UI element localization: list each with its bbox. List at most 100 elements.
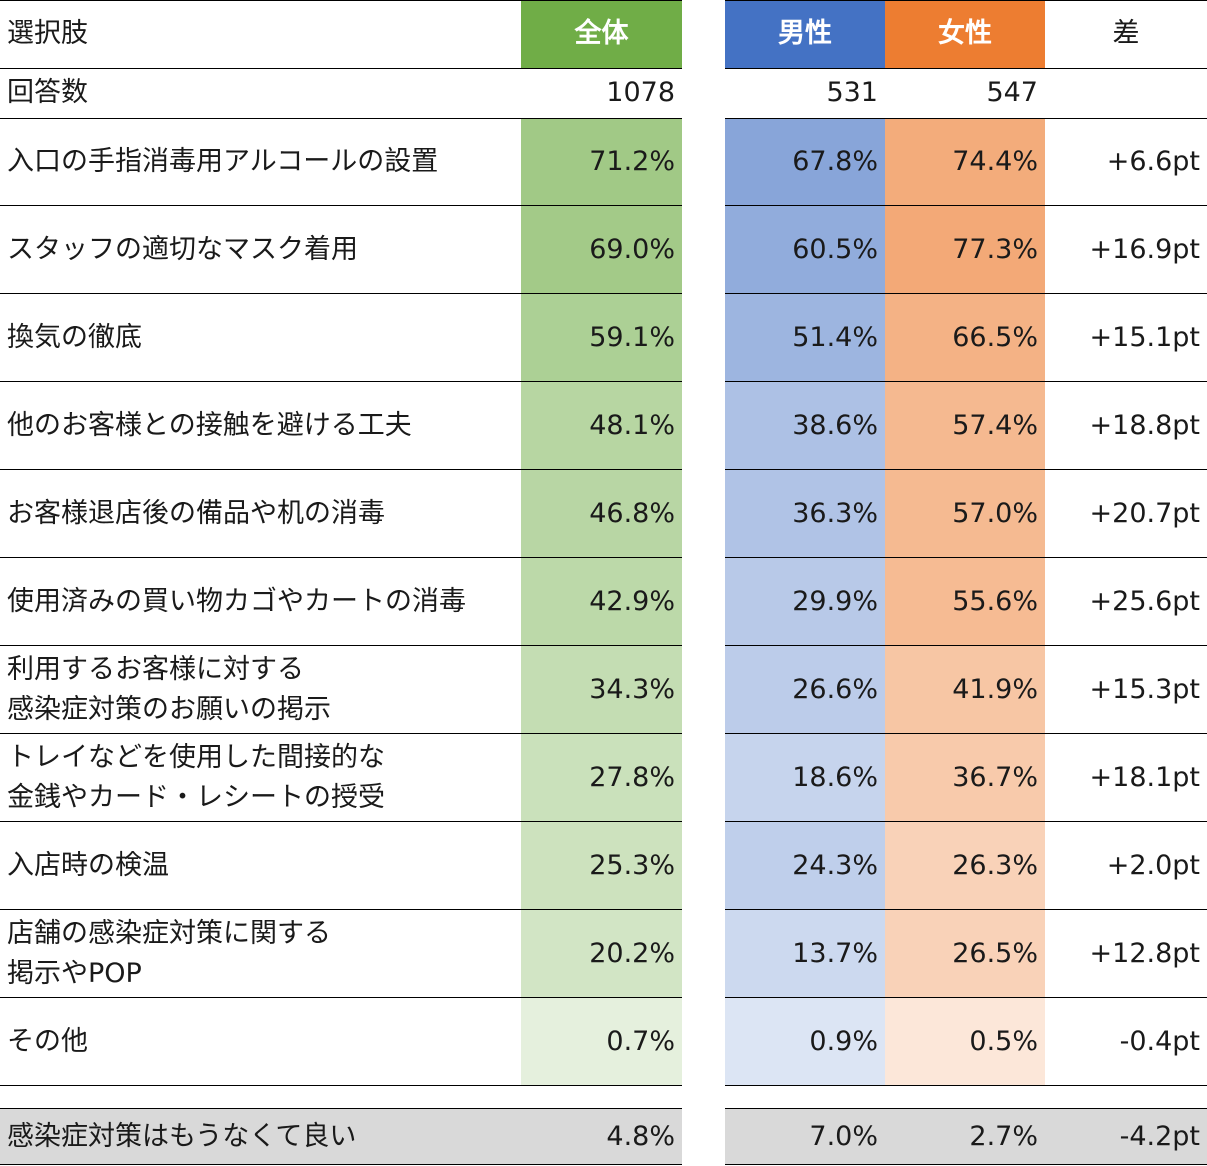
cell-male: 0.9% (725, 998, 885, 1086)
row-rule-right (725, 1085, 1207, 1086)
row-rule-left (0, 557, 682, 558)
row-rule-right (725, 909, 1207, 910)
row-label: 他のお客様との接触を避ける工夫 (7, 410, 412, 441)
row-label: その他 (7, 1026, 88, 1057)
cell-diff: -0.4pt (1119, 1026, 1200, 1057)
footer-male: 7.0% (809, 1120, 878, 1152)
header-diff: 差 (1112, 18, 1140, 49)
row-rule-left (0, 0, 682, 1)
header-label: 選択肢 (7, 18, 88, 49)
row-rule-left (0, 909, 682, 910)
row-label: 使用済みの買い物カゴやカートの消毒 (7, 586, 466, 617)
row-rule-right (725, 1164, 1207, 1165)
cell-female: 57.4% (885, 382, 1045, 470)
count-male: 531 (826, 77, 878, 108)
row-label: 換気の徹底 (7, 322, 142, 353)
cell-diff: +20.7pt (1089, 498, 1200, 529)
row-rule-right (725, 0, 1207, 1)
cell-all: 42.9% (521, 558, 682, 646)
footer-all: 4.8% (606, 1120, 675, 1152)
cell-diff: +15.1pt (1089, 322, 1200, 353)
row-rule-left (0, 1108, 682, 1109)
footer-female: 2.7% (969, 1120, 1038, 1152)
cell-diff: +6.6pt (1106, 146, 1200, 177)
row-label: お客様退店後の備品や机の消毒 (7, 498, 385, 529)
row-rule-left (0, 293, 682, 294)
row-rule-right (725, 645, 1207, 646)
count-label: 回答数 (7, 77, 88, 108)
footer-bg-right (725, 1109, 1207, 1164)
footer-bg-left (0, 1109, 682, 1164)
row-rule-left (0, 997, 682, 998)
row-rule-right (725, 1108, 1207, 1109)
row-rule-left (0, 821, 682, 822)
cell-female: 77.3% (885, 206, 1045, 294)
cell-male: 38.6% (725, 382, 885, 470)
row-rule-left (0, 381, 682, 382)
cell-diff: +15.3pt (1089, 674, 1200, 705)
row-label: 入店時の検温 (7, 850, 169, 881)
cell-female: 57.0% (885, 470, 1045, 558)
header-female: 女性 (885, 0, 1045, 68)
cell-male: 67.8% (725, 118, 885, 206)
row-rule-left (0, 1164, 682, 1165)
row-rule-right (725, 68, 1207, 69)
footer-diff: -4.2pt (1119, 1120, 1200, 1152)
row-rule-left (0, 645, 682, 646)
cell-diff: +18.1pt (1089, 762, 1200, 793)
row-rule-right (725, 997, 1207, 998)
row-label: 入口の手指消毒用アルコールの設置 (7, 146, 439, 177)
cell-female: 26.5% (885, 910, 1045, 998)
cell-male: 26.6% (725, 646, 885, 734)
cell-diff: +2.0pt (1106, 850, 1200, 881)
cell-male: 51.4% (725, 294, 885, 382)
cell-female: 0.5% (885, 998, 1045, 1086)
cell-female: 74.4% (885, 118, 1045, 206)
cell-all: 48.1% (521, 382, 682, 470)
cell-male: 18.6% (725, 734, 885, 822)
cell-male: 36.3% (725, 470, 885, 558)
count-all: 1078 (606, 77, 675, 108)
row-label: スタッフの適切なマスク着用 (7, 234, 358, 265)
cell-female: 26.3% (885, 822, 1045, 910)
cell-female: 66.5% (885, 294, 1045, 382)
cell-diff: +12.8pt (1089, 938, 1200, 969)
row-rule-right (725, 821, 1207, 822)
cell-male: 13.7% (725, 910, 885, 998)
cell-female: 36.7% (885, 734, 1045, 822)
row-rule-left (0, 68, 682, 69)
header-male: 男性 (725, 0, 885, 68)
cell-female: 55.6% (885, 558, 1045, 646)
row-rule-left (0, 469, 682, 470)
cell-diff: +18.8pt (1089, 410, 1200, 441)
row-rule-right (725, 205, 1207, 206)
cell-diff: +25.6pt (1089, 586, 1200, 617)
row-rule-right (725, 733, 1207, 734)
row-rule-left (0, 733, 682, 734)
cell-all: 34.3% (521, 646, 682, 734)
row-label: 利用するお客様に対する 感染症対策のお願いの掲示 (7, 654, 331, 725)
cell-male: 29.9% (725, 558, 885, 646)
cell-all: 71.2% (521, 118, 682, 206)
row-rule-left (0, 118, 682, 119)
cell-all: 20.2% (521, 910, 682, 998)
footer-label: 感染症対策はもうなくて良い (7, 1120, 357, 1152)
count-female: 547 (986, 77, 1038, 108)
header-all: 全体 (521, 0, 682, 68)
cell-all: 25.3% (521, 822, 682, 910)
row-rule-right (725, 118, 1207, 119)
cell-female: 41.9% (885, 646, 1045, 734)
cell-all: 0.7% (521, 998, 682, 1086)
row-label: 店舗の感染症対策に関する 掲示やPOP (7, 918, 331, 989)
cell-all: 27.8% (521, 734, 682, 822)
row-rule-right (725, 557, 1207, 558)
cell-all: 69.0% (521, 206, 682, 294)
row-rule-right (725, 381, 1207, 382)
cell-male: 24.3% (725, 822, 885, 910)
cell-all: 46.8% (521, 470, 682, 558)
row-rule-right (725, 293, 1207, 294)
cell-diff: +16.9pt (1089, 234, 1200, 265)
row-rule-right (725, 469, 1207, 470)
cell-all: 59.1% (521, 294, 682, 382)
